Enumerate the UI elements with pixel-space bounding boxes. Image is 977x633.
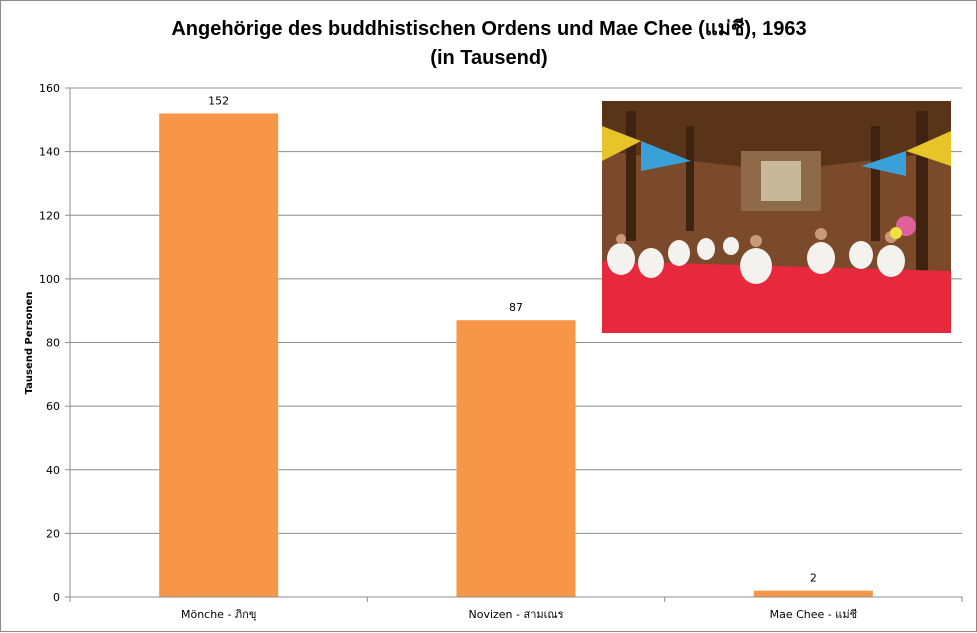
category-labels: Mönche - ภิกขุ Novizen - สามเณร Mae Chee -… xyxy=(181,608,857,621)
y-tick-label: 120 xyxy=(39,209,60,222)
temple-photo xyxy=(602,101,951,333)
x-category-label: Novizen - สามเณร xyxy=(468,608,563,621)
bar xyxy=(753,590,873,597)
data-label: 87 xyxy=(509,301,523,314)
y-axis-title: Tausend Personen xyxy=(24,292,35,395)
y-tick-label: 20 xyxy=(46,527,60,540)
chart-subtitle: (in Tausend) xyxy=(430,47,547,69)
x-category-label: Mae Chee - แม่ชี xyxy=(770,608,857,621)
bar xyxy=(456,320,576,597)
y-axis-ticks: 0 20 40 60 80 100 120 140 160 xyxy=(39,82,71,604)
x-axis xyxy=(69,596,963,602)
y-tick-label: 60 xyxy=(46,400,60,413)
y-tick-label: 80 xyxy=(46,337,60,350)
chart-title: Angehörige des buddhistischen Ordens und… xyxy=(171,17,806,40)
data-label: 152 xyxy=(208,94,229,107)
x-category-label: Mönche - ภิกขุ xyxy=(181,608,256,621)
bar xyxy=(159,113,279,597)
y-tick-label: 140 xyxy=(39,146,60,159)
y-tick-label: 160 xyxy=(39,82,60,95)
data-label: 2 xyxy=(810,572,817,585)
y-tick-label: 100 xyxy=(39,273,60,286)
y-tick-label: 0 xyxy=(53,591,60,604)
y-tick-label: 40 xyxy=(46,464,60,477)
data-labels: 152 87 2 xyxy=(208,94,817,584)
bars xyxy=(159,113,873,597)
